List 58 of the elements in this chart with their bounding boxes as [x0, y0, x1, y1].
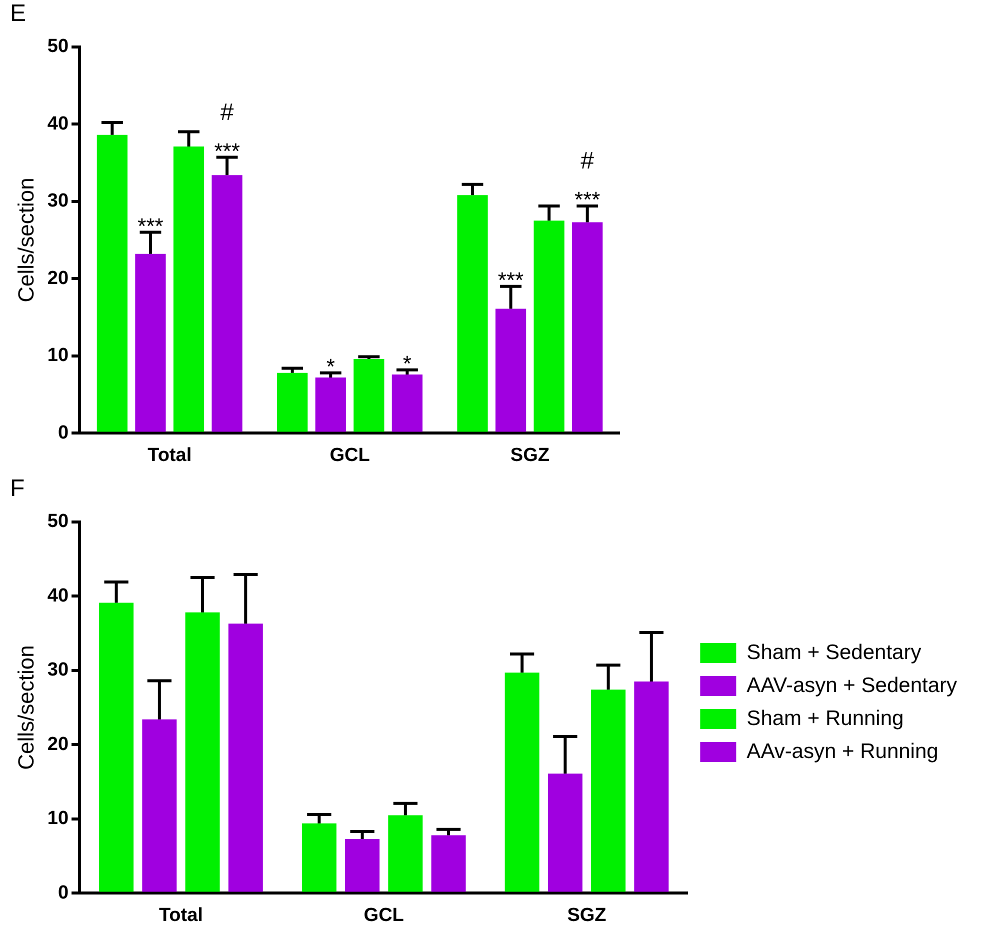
y-tick-label: 40	[47, 113, 69, 134]
bar	[591, 690, 626, 892]
x-tick-label: Total	[148, 444, 192, 466]
bar	[142, 719, 177, 892]
bar	[185, 612, 220, 892]
x-tick-label: SGZ	[567, 904, 607, 926]
data-label: ***	[214, 138, 240, 164]
y-tick-label: 0	[58, 422, 69, 444]
bar	[315, 378, 346, 432]
bar	[548, 774, 582, 892]
bar	[228, 624, 263, 892]
y-tick-label: 50	[47, 511, 69, 532]
legend-label: AAv-asyn + Running	[746, 740, 938, 763]
bar	[495, 308, 526, 432]
x-tick-label: Total	[158, 904, 203, 926]
legend-label: Sham + Running	[746, 706, 904, 730]
chart-title: F	[10, 475, 25, 502]
bar	[302, 823, 336, 892]
bar	[354, 359, 384, 432]
legend-label: Sham + Sedentary	[746, 640, 922, 664]
data-label: *	[402, 350, 412, 376]
annotation: #	[580, 148, 595, 175]
y-tick-label: 40	[47, 585, 69, 606]
y-tick-label: 20	[47, 734, 69, 755]
y-tick-label: 0	[58, 882, 69, 904]
bar	[388, 815, 423, 892]
bar	[173, 146, 204, 432]
bar	[392, 374, 423, 432]
data-label: *	[326, 354, 336, 379]
y-axis-title: Cells/section	[13, 645, 38, 770]
bar	[572, 222, 603, 432]
x-tick-label: SGZ	[510, 444, 550, 466]
bar	[431, 835, 466, 892]
bar	[96, 134, 128, 432]
legend-label: AAV-asyn + Sedentary	[746, 674, 958, 697]
bar	[345, 838, 380, 892]
data-label: ***	[138, 213, 164, 238]
y-tick-label: 10	[47, 345, 69, 366]
bar	[504, 672, 540, 892]
x-tick-label: GCL	[364, 904, 404, 926]
y-tick-label: 30	[47, 660, 69, 681]
annotation: #	[220, 98, 234, 126]
bar	[534, 220, 564, 432]
y-tick-label: 50	[47, 36, 69, 58]
y-tick-label: 20	[47, 268, 69, 289]
chart-title: E	[10, 0, 26, 28]
bar	[135, 254, 166, 432]
y-tick-label: 30	[47, 190, 69, 212]
bar	[277, 372, 308, 432]
y-tick-label: 10	[47, 808, 69, 830]
bar	[457, 195, 488, 432]
bar	[99, 602, 134, 892]
bar	[634, 682, 669, 892]
data-label: ***	[498, 267, 524, 292]
bar	[212, 175, 242, 432]
y-axis-title: Cells/section	[13, 178, 38, 302]
data-label: ***	[574, 187, 601, 212]
x-tick-label: GCL	[330, 444, 370, 466]
